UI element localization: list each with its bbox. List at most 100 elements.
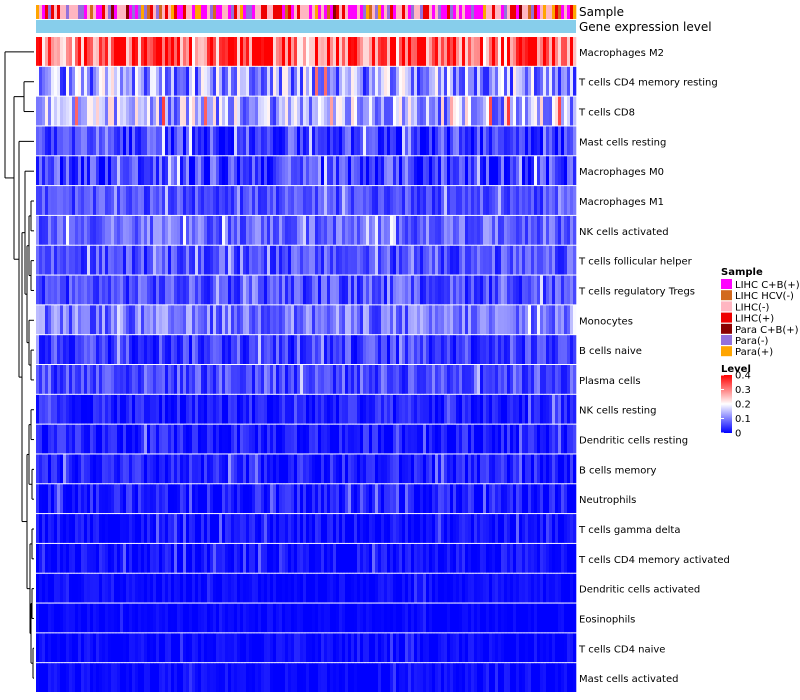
heatmap-cell: [273, 37, 277, 66]
heatmap-cell: [237, 454, 241, 484]
sample-cell: [423, 5, 427, 19]
heatmap-cell: [483, 603, 487, 633]
heatmap-cell: [243, 305, 247, 335]
heatmap-cell: [123, 484, 127, 514]
heatmap-cell: [177, 543, 181, 573]
heatmap-row: [36, 394, 577, 424]
heatmap-cell: [411, 126, 415, 156]
heatmap-cell: [186, 394, 190, 424]
heatmap-cell: [531, 603, 535, 633]
heatmap-cell: [363, 454, 367, 484]
heatmap-cell: [378, 126, 382, 156]
heatmap-cell: [396, 514, 400, 543]
heatmap-cell: [72, 335, 76, 364]
row-label: T cells CD4 memory activated: [578, 555, 730, 566]
heatmap-cell: [216, 156, 220, 186]
heatmap-cell: [198, 543, 202, 573]
heatmap-cell: [216, 633, 220, 663]
sample-cell: [408, 5, 412, 19]
heatmap-cell: [174, 484, 178, 514]
heatmap-cell: [192, 245, 196, 275]
heatmap-cell: [459, 96, 463, 126]
heatmap-cell: [150, 335, 154, 364]
heatmap-cell: [324, 186, 328, 215]
heatmap-cell: [510, 156, 514, 186]
heatmap-cell: [282, 335, 286, 364]
heatmap-cell: [285, 514, 289, 543]
heatmap-cell: [201, 275, 205, 305]
heatmap-cell: [570, 663, 574, 692]
heatmap-cell: [390, 335, 394, 364]
heatmap-cell: [84, 335, 88, 364]
heatmap-cell: [129, 186, 133, 215]
heatmap-cell: [288, 394, 292, 424]
heatmap-cell: [363, 335, 367, 364]
heatmap-cell: [240, 305, 244, 335]
heatmap-cell: [123, 365, 127, 394]
heatmap-cell: [51, 424, 55, 454]
heatmap-cell: [531, 156, 535, 186]
heatmap-cell: [390, 603, 394, 633]
heatmap-cell: [384, 424, 388, 454]
heatmap-cell: [351, 454, 355, 484]
heatmap-cell: [150, 543, 154, 573]
heatmap-cell: [381, 156, 385, 186]
heatmap-cell: [450, 305, 454, 335]
heatmap-cell: [426, 96, 430, 126]
heatmap-cell: [267, 603, 271, 633]
heatmap-cell: [402, 484, 406, 514]
heatmap-cell: [405, 275, 409, 305]
heatmap-cell: [525, 305, 529, 335]
heatmap-cell: [210, 305, 214, 335]
heatmap-cell: [366, 96, 370, 126]
heatmap-cell: [528, 484, 532, 514]
heatmap-cell: [96, 335, 100, 364]
heatmap-cell: [168, 603, 172, 633]
heatmap-cell: [513, 126, 517, 156]
heatmap-cell: [348, 365, 352, 394]
heatmap-cell: [342, 66, 346, 96]
heatmap-cell: [264, 305, 268, 335]
heatmap-cell: [408, 245, 412, 275]
heatmap-cell: [432, 484, 436, 514]
heatmap-cell: [501, 215, 505, 245]
heatmap-cell: [468, 186, 472, 215]
heatmap-cell: [561, 215, 565, 245]
heatmap-cell: [282, 215, 286, 245]
heatmap-cell: [135, 305, 139, 335]
heatmap-cell: [387, 37, 391, 66]
heatmap-cell: [171, 335, 175, 364]
heatmap-cell: [195, 66, 199, 96]
heatmap-cell: [168, 275, 172, 305]
sample-cell: [120, 5, 124, 19]
heatmap-row: [36, 186, 577, 215]
heatmap-cell: [81, 394, 85, 424]
heatmap-cell: [300, 305, 304, 335]
heatmap-cell: [120, 484, 124, 514]
heatmap-cell: [354, 633, 358, 663]
heatmap-cell: [177, 663, 181, 692]
heatmap-cell: [150, 454, 154, 484]
heatmap-cell: [252, 66, 256, 96]
heatmap-cell: [147, 365, 151, 394]
heatmap-cell: [75, 245, 79, 275]
heatmap-cell: [531, 37, 535, 66]
heatmap-cell: [156, 603, 160, 633]
heatmap-cell: [240, 186, 244, 215]
heatmap-cell: [444, 305, 448, 335]
heatmap-cell: [84, 454, 88, 484]
heatmap-cell: [513, 603, 517, 633]
heatmap-cell: [72, 454, 76, 484]
heatmap-cell: [360, 305, 364, 335]
heatmap-cell: [210, 394, 214, 424]
sample-cell: [87, 5, 91, 19]
heatmap-cell: [519, 156, 523, 186]
heatmap-cell: [135, 573, 139, 603]
heatmap-cell: [258, 66, 262, 96]
heatmap-cell: [105, 484, 109, 514]
heatmap-cell: [558, 126, 562, 156]
heatmap-cell: [480, 424, 484, 454]
heatmap-cell: [489, 633, 493, 663]
sample-cell: [237, 5, 241, 19]
heatmap-cell: [444, 66, 448, 96]
